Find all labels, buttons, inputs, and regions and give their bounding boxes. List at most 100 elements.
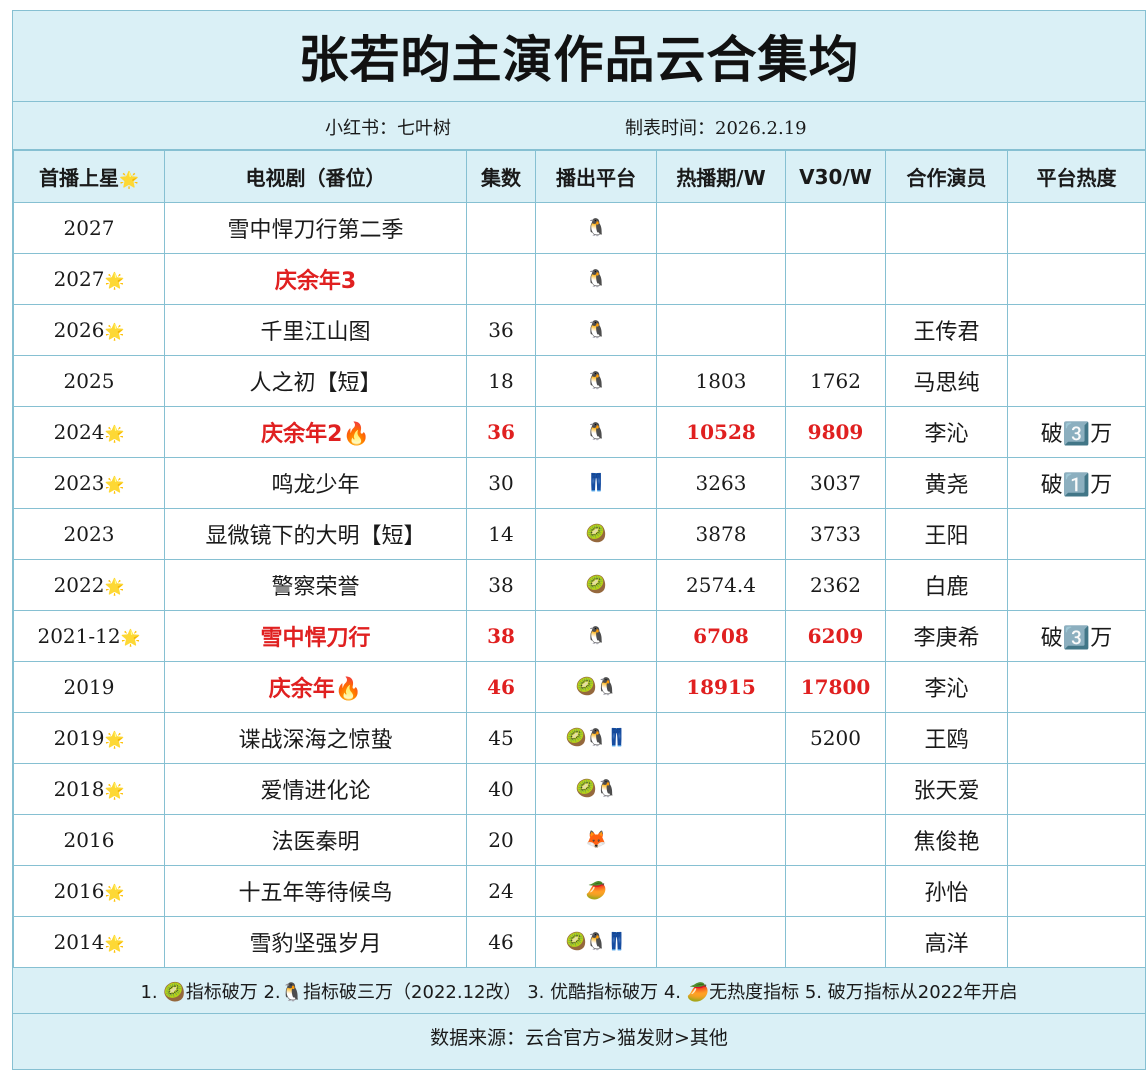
episodes-cell: 40 xyxy=(466,763,536,815)
v30-cell: 1762 xyxy=(785,355,886,407)
table-row: 2016 法医秦明 20 🦊 焦俊艳 xyxy=(13,814,1146,866)
star-icon: 🌟 xyxy=(104,322,125,341)
heat-cell: 破3️⃣万 xyxy=(1007,610,1146,662)
year-text: 2019 xyxy=(63,675,115,699)
costar-cell: 李庚希 xyxy=(885,610,1008,662)
episodes-text: 45 xyxy=(488,726,514,750)
peak-cell xyxy=(656,712,786,764)
header-costar: 合作演员 xyxy=(885,150,1008,203)
episodes-text: 40 xyxy=(488,777,514,801)
title-cell: 人之初【短】 xyxy=(164,355,467,407)
v30-text: 2362 xyxy=(810,573,861,597)
title-cell: 显微镜下的大明【短】 xyxy=(164,508,467,560)
peak-cell xyxy=(656,916,786,968)
platform-cell: 👖 xyxy=(535,457,657,509)
table-row: 2019🌟 谍战深海之惊蛰 45 🥝🐧👖 5200 王鸥 xyxy=(13,712,1146,764)
year-cell: 2016🌟 xyxy=(13,865,165,917)
star-icon: 🌟 xyxy=(104,781,125,800)
episodes-cell: 14 xyxy=(466,508,536,560)
v30-cell xyxy=(785,763,886,815)
platform-icons: 🐧 xyxy=(585,269,607,289)
title-bar: 张若昀主演作品云合集均 xyxy=(13,11,1145,102)
costar-text: 马思纯 xyxy=(913,371,980,396)
episodes-cell: 36 xyxy=(466,406,536,458)
footnotes: 1. 🥝指标破万 2.🐧指标破三万（2022.12改） 3. 优酷指标破万 4.… xyxy=(13,968,1145,1014)
costar-cell: 王阳 xyxy=(885,508,1008,560)
year-text: 2023 xyxy=(63,522,115,546)
table-row: 2024🌟 庆余年2🔥 36 🐧 10528 9809 李沁 破3️⃣万 xyxy=(13,406,1146,458)
title-text: 显微镜下的大明【短】 xyxy=(205,524,426,549)
platform-cell: 🐧 xyxy=(535,355,657,407)
title-text: 庆余年🔥 xyxy=(268,677,363,702)
peak-text: 10528 xyxy=(686,420,756,444)
peak-cell: 1803 xyxy=(656,355,786,407)
made-label: 制表时间： xyxy=(625,118,715,139)
heat-text: 破1️⃣万 xyxy=(1040,473,1113,498)
title-text: 雪豹坚强岁月 xyxy=(249,932,382,957)
title-cell: 庆余年2🔥 xyxy=(164,406,467,458)
works-table: 首播上星🌟 电视剧（番位） 集数 播出平台 热播期/W V30/W 合作演员 平… xyxy=(13,150,1146,968)
year-cell: 2019🌟 xyxy=(13,712,165,764)
v30-cell: 6209 xyxy=(785,610,886,662)
platform-cell: 🐧 xyxy=(535,253,657,305)
table-row: 2025 人之初【短】 18 🐧 1803 1762 马思纯 xyxy=(13,355,1146,407)
star-icon: 🌟 xyxy=(104,577,125,596)
platform-cell: 🐧 xyxy=(535,304,657,356)
star-icon: 🌟 xyxy=(104,475,125,494)
episodes-cell: 46 xyxy=(466,916,536,968)
platform-icons: 🥝 xyxy=(585,575,607,595)
costar-cell: 马思纯 xyxy=(885,355,1008,407)
costar-text: 王传君 xyxy=(913,320,980,345)
star-icon: 🌟 xyxy=(120,628,141,647)
platform-icons: 👖 xyxy=(585,473,607,493)
v30-cell xyxy=(785,916,886,968)
year-text: 2027 xyxy=(53,267,105,291)
title-cell: 谍战深海之惊蛰 xyxy=(164,712,467,764)
peak-text: 2574.4 xyxy=(686,573,756,597)
header-heat: 平台热度 xyxy=(1007,150,1146,203)
episodes-text: 46 xyxy=(487,675,515,699)
header-premiere-label: 首播上星 xyxy=(39,166,120,190)
table-row: 2027 雪中悍刀行第二季 🐧 xyxy=(13,202,1146,254)
platform-icons: 🐧 xyxy=(585,626,607,646)
peak-cell xyxy=(656,763,786,815)
peak-cell: 3878 xyxy=(656,508,786,560)
costar-text: 高洋 xyxy=(924,932,969,957)
year-text: 2016 xyxy=(53,879,105,903)
table-row: 2016🌟 十五年等待候鸟 24 🥭 孙怡 xyxy=(13,865,1146,917)
v30-cell: 3037 xyxy=(785,457,886,509)
platform-cell: 🥝🐧👖 xyxy=(535,916,657,968)
peak-text: 3263 xyxy=(695,471,747,495)
episodes-cell: 24 xyxy=(466,865,536,917)
episodes-cell: 46 xyxy=(466,661,536,713)
title-text: 法医秦明 xyxy=(271,830,360,855)
heat-cell xyxy=(1007,253,1146,305)
year-cell: 2027🌟 xyxy=(13,253,165,305)
star-icon: 🌟 xyxy=(104,934,125,953)
header-premiere: 首播上星🌟 xyxy=(13,150,165,203)
title-text: 爱情进化论 xyxy=(260,779,371,804)
platform-icons: 🥝🐧 xyxy=(575,779,617,799)
peak-cell: 2574.4 xyxy=(656,559,786,611)
costar-cell: 张天爱 xyxy=(885,763,1008,815)
costar-cell: 焦俊艳 xyxy=(885,814,1008,866)
episodes-cell: 20 xyxy=(466,814,536,866)
costar-text: 黄尧 xyxy=(924,473,969,498)
year-cell: 2018🌟 xyxy=(13,763,165,815)
v30-cell xyxy=(785,253,886,305)
heat-cell xyxy=(1007,559,1146,611)
heat-cell: 破3️⃣万 xyxy=(1007,406,1146,458)
v30-cell xyxy=(785,865,886,917)
year-cell: 2026🌟 xyxy=(13,304,165,356)
heat-cell xyxy=(1007,661,1146,713)
platform-cell: 🐧 xyxy=(535,406,657,458)
platform-icons: 🐧 xyxy=(585,218,607,238)
author-info: 小红书：七叶树 xyxy=(325,114,451,140)
header-platform: 播出平台 xyxy=(535,150,657,203)
year-text: 2018 xyxy=(53,777,105,801)
costar-cell xyxy=(885,253,1008,305)
v30-text: 6209 xyxy=(807,624,864,648)
episodes-text: 38 xyxy=(488,573,514,597)
table-row: 2027🌟 庆余年3 🐧 xyxy=(13,253,1146,305)
peak-cell xyxy=(656,253,786,305)
